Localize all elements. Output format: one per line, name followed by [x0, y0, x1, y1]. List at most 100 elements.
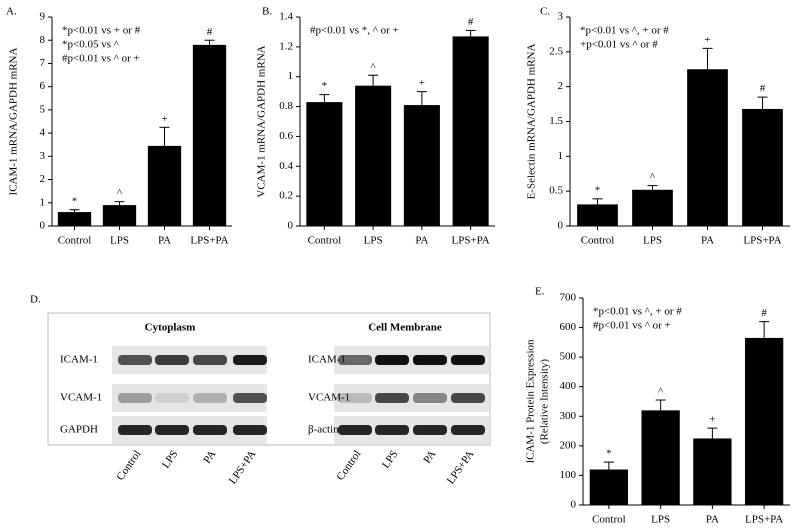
x-tick-label: Control [308, 235, 342, 247]
lane-label: LPS+PA [445, 448, 477, 486]
x-tick-label: LPS [110, 235, 129, 247]
bar [57, 212, 92, 226]
y-axis-label: ICAM-1 Protein Expression [525, 339, 537, 464]
significance-marker: # [760, 83, 766, 95]
significance-marker: * [595, 184, 601, 196]
significance-marker: # [468, 16, 474, 28]
blot-row-label: ICAM-1 [308, 354, 346, 366]
y-tick-label: 2.5 [549, 45, 563, 57]
x-tick-label: PA [415, 235, 428, 247]
significance-marker: * [72, 195, 78, 207]
significance-marker: ^ [650, 171, 656, 183]
x-tick-label: LPS [364, 235, 383, 247]
x-tick-label: LPS [643, 235, 662, 247]
blot-band [451, 425, 485, 435]
lane-label: Control [114, 448, 143, 482]
bar [693, 438, 732, 505]
significance-marker: + [161, 113, 167, 125]
x-tick-label: PA [701, 235, 714, 247]
x-tick-label: Control [592, 514, 626, 526]
bar [687, 69, 728, 226]
blot-band [451, 393, 485, 403]
lane-label: LPS+PA [227, 448, 259, 486]
y-axis-label: VCAM-1 mRNA/GAPDH mRNA [256, 45, 268, 197]
blot-band [233, 425, 267, 435]
annotation: #p<0.01 vs *, ^ or + [310, 25, 399, 37]
y-tick-label: 500 [560, 351, 577, 363]
significance-marker: # [761, 307, 767, 319]
y-tick-label: 0.5 [549, 185, 563, 197]
y-tick-label: 0.6 [279, 130, 293, 142]
y-tick-label: 6 [40, 80, 46, 92]
y-tick-label: 700 [560, 292, 577, 304]
significance-marker: + [704, 34, 710, 46]
panel-label: D. [30, 294, 41, 306]
significance-marker: * [322, 80, 328, 92]
y-tick-label: 1 [558, 150, 564, 162]
lane-label: PA [421, 448, 438, 466]
blot-row-label: ICAM-1 [60, 354, 98, 366]
blot-band [413, 355, 447, 365]
blot-band [375, 393, 409, 403]
bar [102, 205, 137, 226]
lane-label: Control [334, 448, 363, 482]
blot-band [155, 355, 189, 365]
y-tick-label: 5 [40, 103, 46, 115]
x-tick-label: LPS+PA [190, 235, 228, 247]
bar [577, 204, 618, 226]
blot-band [338, 393, 372, 403]
y-tick-label: 400 [560, 380, 577, 392]
bar [452, 36, 489, 227]
x-tick-label: LPS+PA [452, 235, 490, 247]
blot-band [193, 393, 227, 403]
blot-band [118, 355, 152, 365]
blot-band [118, 393, 152, 403]
annotation: #p<0.01 vs ^ or + [62, 53, 140, 65]
blot-band [193, 425, 227, 435]
y-tick-label: 1 [288, 70, 294, 82]
blot-band [233, 355, 267, 365]
annotation: *p<0.01 vs ^, + or # [593, 306, 682, 318]
annotation: *p<0.05 vs ^ [62, 39, 120, 51]
x-tick-label: Control [581, 235, 615, 247]
panel-label: B. [262, 6, 272, 18]
y-tick-label: 300 [560, 410, 577, 422]
annotation: #p<0.01 vs ^ or + [593, 320, 671, 332]
y-tick-label: 1 [40, 196, 46, 208]
blot-band [338, 425, 372, 435]
blot-band [375, 355, 409, 365]
panel-label: C. [540, 6, 550, 18]
blot-row-label: GAPDH [60, 424, 98, 436]
x-tick-label: PA [158, 235, 171, 247]
bar [355, 85, 392, 227]
blot-row-label: β-actin [308, 424, 339, 436]
y-tick-label: 4 [40, 127, 46, 139]
bar [742, 108, 783, 226]
panel-label: E. [535, 286, 545, 298]
significance-marker: ^ [658, 386, 664, 398]
bar [744, 337, 784, 505]
x-tick-label: LPS+PA [745, 514, 783, 526]
y-tick-label: 0.8 [279, 100, 293, 112]
y-tick-label: 1.4 [279, 11, 293, 23]
y-tick-label: 0.4 [279, 160, 293, 172]
y-tick-label: 8 [40, 34, 46, 46]
y-tick-label: 1.2 [279, 40, 293, 52]
y-tick-label: 3 [558, 11, 564, 23]
y-tick-label: 100 [560, 469, 577, 481]
blot-row-label: VCAM-1 [308, 392, 350, 404]
y-tick-label: 2 [40, 173, 46, 185]
lane-label: LPS [380, 448, 401, 470]
x-tick-label: PA [706, 514, 719, 526]
significance-marker: + [419, 77, 425, 89]
significance-marker: + [709, 414, 715, 426]
y-tick-label: 0 [288, 220, 294, 232]
panel-label: A. [6, 6, 17, 18]
blot-band [413, 425, 447, 435]
blot-band [193, 355, 227, 365]
y-tick-label: 0 [558, 220, 564, 232]
y-axis-label: ICAM-1 mRNA/GAPDH mRNA [8, 47, 20, 195]
significance-marker: ^ [117, 187, 123, 199]
blot-band [155, 393, 189, 403]
